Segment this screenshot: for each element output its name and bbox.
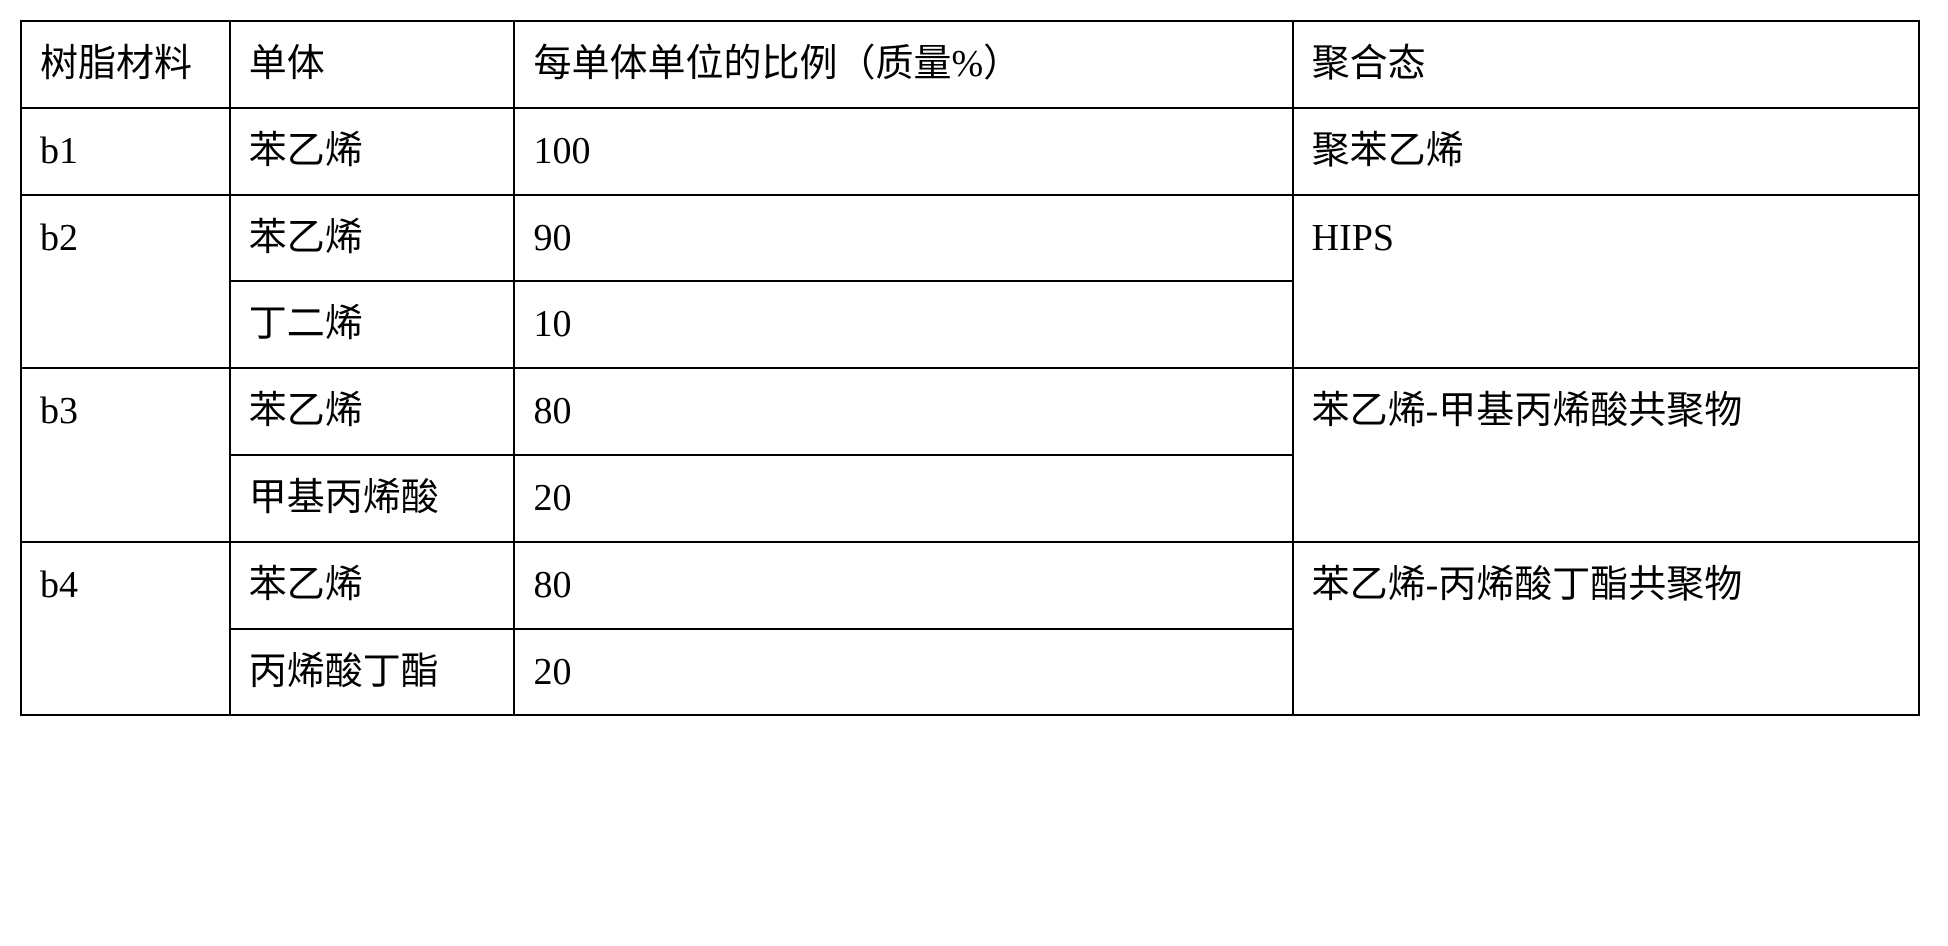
header-polymer: 聚合态 <box>1293 21 1919 108</box>
cell-material: b3 <box>21 368 230 542</box>
cell-ratio: 80 <box>514 542 1292 629</box>
cell-ratio: 80 <box>514 368 1292 455</box>
cell-monomer: 苯乙烯 <box>230 368 515 455</box>
cell-monomer: 甲基丙烯酸 <box>230 455 515 542</box>
table-row: b3 苯乙烯 80 苯乙烯-甲基丙烯酸共聚物 <box>21 368 1919 455</box>
cell-polymer: 苯乙烯-丙烯酸丁酯共聚物 <box>1293 542 1919 716</box>
header-monomer: 单体 <box>230 21 515 108</box>
cell-material: b4 <box>21 542 230 716</box>
resin-materials-table: 树脂材料 单体 每单体单位的比例（质量%） 聚合态 b1 苯乙烯 100 聚苯乙… <box>20 20 1920 716</box>
cell-material: b1 <box>21 108 230 195</box>
cell-polymer: HIPS <box>1293 195 1919 369</box>
table-row: b1 苯乙烯 100 聚苯乙烯 <box>21 108 1919 195</box>
cell-monomer: 丁二烯 <box>230 281 515 368</box>
cell-ratio: 10 <box>514 281 1292 368</box>
table-row: b4 苯乙烯 80 苯乙烯-丙烯酸丁酯共聚物 <box>21 542 1919 629</box>
header-ratio: 每单体单位的比例（质量%） <box>514 21 1292 108</box>
cell-monomer: 苯乙烯 <box>230 542 515 629</box>
cell-ratio: 90 <box>514 195 1292 282</box>
cell-monomer: 苯乙烯 <box>230 195 515 282</box>
table-row: b2 苯乙烯 90 HIPS <box>21 195 1919 282</box>
cell-material: b2 <box>21 195 230 369</box>
cell-ratio: 20 <box>514 455 1292 542</box>
cell-ratio: 20 <box>514 629 1292 716</box>
cell-polymer: 聚苯乙烯 <box>1293 108 1919 195</box>
header-material: 树脂材料 <box>21 21 230 108</box>
cell-ratio: 100 <box>514 108 1292 195</box>
cell-monomer: 丙烯酸丁酯 <box>230 629 515 716</box>
table-header-row: 树脂材料 单体 每单体单位的比例（质量%） 聚合态 <box>21 21 1919 108</box>
cell-monomer: 苯乙烯 <box>230 108 515 195</box>
cell-polymer: 苯乙烯-甲基丙烯酸共聚物 <box>1293 368 1919 542</box>
